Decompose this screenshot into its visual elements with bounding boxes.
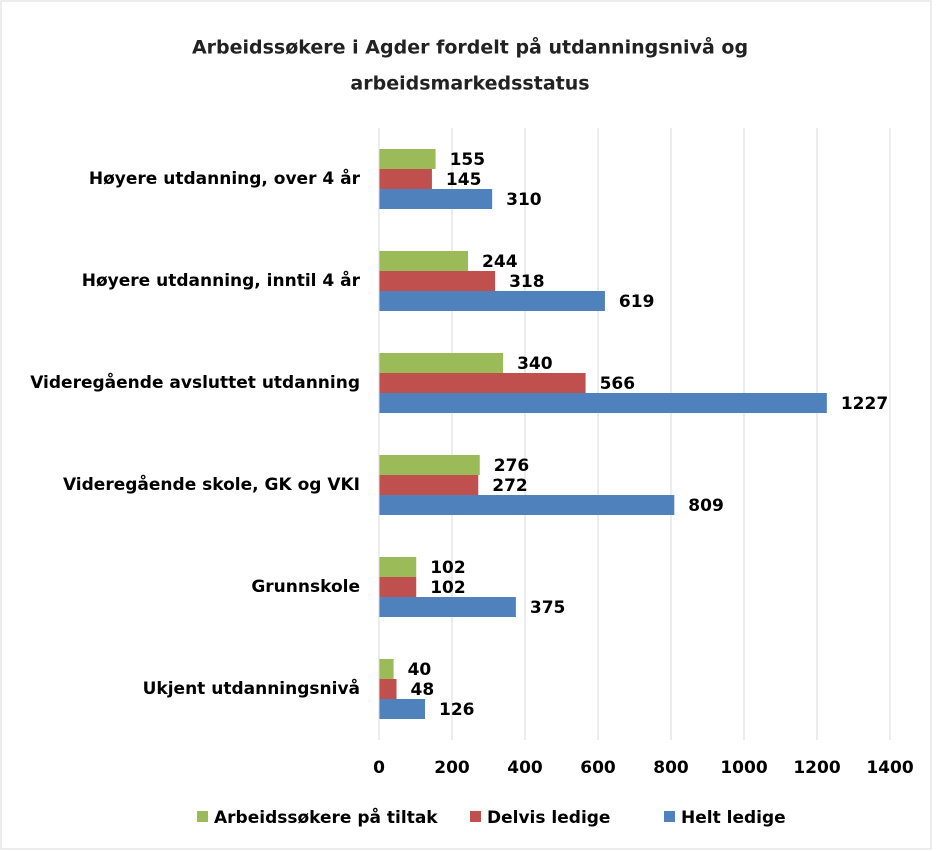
x-tick-label: 0 xyxy=(373,758,385,778)
chart-title: arbeidsmarkedsstatus xyxy=(350,73,589,95)
bar xyxy=(379,251,469,271)
x-tick-label: 800 xyxy=(653,758,689,778)
bar xyxy=(379,597,516,617)
data-label: 272 xyxy=(492,476,528,496)
bar xyxy=(379,699,425,719)
data-label: 310 xyxy=(506,190,542,210)
x-tick-label: 600 xyxy=(580,758,616,778)
data-label: 566 xyxy=(600,374,636,394)
x-tick-label: 200 xyxy=(434,758,470,778)
bar xyxy=(379,679,397,699)
bar xyxy=(379,393,827,413)
data-label: 145 xyxy=(446,170,482,190)
data-label: 340 xyxy=(517,354,553,374)
bar xyxy=(379,353,504,373)
x-tick-label: 400 xyxy=(507,758,543,778)
legend-swatch xyxy=(664,811,675,822)
y-tick-label: Høyere utdanning, inntil 4 år xyxy=(82,269,361,291)
bar xyxy=(379,659,394,679)
y-tick-label: Videregående skole, GK og VKI xyxy=(63,473,360,495)
legend-label: Delvis ledige xyxy=(487,808,610,828)
data-label: 809 xyxy=(688,496,724,516)
bar xyxy=(379,475,479,495)
data-label: 1227 xyxy=(841,394,888,414)
data-label: 244 xyxy=(482,252,518,272)
bar xyxy=(379,291,605,311)
bar xyxy=(379,495,675,515)
y-tick-label: Høyere utdanning, over 4 år xyxy=(89,167,361,189)
bar xyxy=(379,557,417,577)
data-label: 276 xyxy=(494,456,530,476)
bar xyxy=(379,373,586,393)
bar xyxy=(379,455,480,475)
legend-label: Arbeidssøkere på tiltak xyxy=(214,806,438,828)
chart-title: Arbeidssøkere i Agder fordelt på utdanni… xyxy=(192,35,748,59)
bar xyxy=(379,271,496,291)
legend-swatch xyxy=(470,811,481,822)
data-label: 102 xyxy=(430,578,466,598)
bar xyxy=(379,189,493,209)
x-tick-label: 1200 xyxy=(793,758,840,778)
data-label: 40 xyxy=(408,660,432,680)
x-tick-label: 1400 xyxy=(866,758,913,778)
data-label: 619 xyxy=(619,292,655,312)
data-label: 48 xyxy=(411,680,435,700)
data-label: 155 xyxy=(450,150,486,170)
x-tick-label: 1000 xyxy=(720,758,767,778)
legend-label: Helt ledige xyxy=(681,808,786,828)
data-label: 318 xyxy=(509,272,545,292)
bar xyxy=(379,149,436,169)
bar xyxy=(379,577,417,597)
y-tick-label: Ukjent utdanningsnivå xyxy=(143,677,360,699)
data-label: 102 xyxy=(430,558,466,578)
y-tick-label: Grunnskole xyxy=(251,577,360,597)
data-label: 375 xyxy=(530,598,566,618)
bar xyxy=(379,169,432,189)
data-label: 126 xyxy=(439,700,475,720)
legend-swatch xyxy=(197,811,208,822)
y-tick-label: Videregående avsluttet utdanning xyxy=(30,371,360,393)
